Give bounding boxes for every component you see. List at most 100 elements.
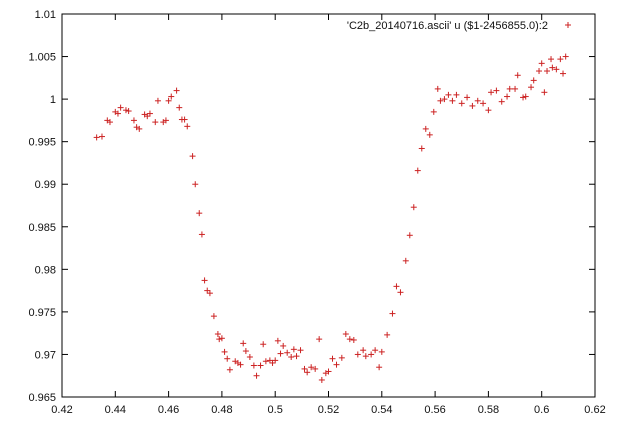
y-tick-label: 0.99 (35, 179, 56, 191)
data-point (272, 357, 279, 364)
data-point (372, 347, 379, 354)
data-point (114, 110, 121, 117)
data-point (488, 89, 495, 96)
x-tick-label: 0.5 (268, 404, 283, 416)
data-point (560, 70, 567, 77)
data-point (304, 369, 311, 376)
data-point (312, 365, 319, 372)
data-point (196, 210, 203, 217)
x-tick-label: 0.6 (534, 404, 549, 416)
data-point (176, 104, 183, 111)
data-point (504, 93, 511, 100)
data-point (280, 342, 287, 349)
data-point (136, 125, 143, 132)
data-point (469, 102, 476, 109)
data-point (214, 331, 221, 338)
data-point (520, 94, 527, 101)
data-point (437, 97, 444, 104)
data-point (397, 289, 404, 296)
data-point (218, 335, 225, 342)
data-point (277, 350, 284, 357)
data-point (98, 133, 105, 140)
x-tick-label: 0.42 (51, 404, 72, 416)
data-point (224, 355, 231, 362)
data-point (342, 331, 349, 338)
data-point (512, 85, 519, 92)
data-point (562, 53, 569, 60)
x-tick-label: 0.62 (584, 404, 605, 416)
y-tick-label: 0.975 (28, 307, 56, 319)
data-point (402, 257, 409, 264)
data-point (338, 354, 345, 361)
data-point (522, 93, 529, 100)
data-point (378, 348, 385, 355)
data-point (445, 91, 452, 98)
y-tick-label: 0.98 (35, 264, 56, 276)
data-point (173, 87, 180, 94)
data-point (538, 60, 545, 67)
data-point (389, 310, 396, 317)
data-point (393, 283, 400, 290)
data-point (376, 364, 383, 371)
data-point (434, 85, 441, 92)
data-point (152, 119, 159, 126)
data-point (210, 313, 217, 320)
data-point (325, 368, 332, 375)
data-point (293, 353, 300, 360)
data-point (93, 134, 100, 141)
y-tick-label: 1 (50, 94, 56, 106)
data-point (536, 68, 543, 75)
y-tick-label: 0.995 (28, 137, 56, 149)
data-point (204, 287, 211, 294)
data-point (106, 119, 113, 126)
data-point (414, 167, 421, 174)
data-point (226, 366, 233, 373)
data-point (453, 91, 460, 98)
data-point (165, 97, 172, 104)
data-point (168, 93, 175, 100)
data-point (458, 100, 465, 107)
data-point (192, 181, 199, 188)
data-point (266, 357, 273, 364)
data-point (240, 340, 247, 347)
data-point (301, 365, 308, 372)
data-point (362, 353, 369, 360)
data-point (354, 351, 361, 358)
data-point (426, 131, 433, 138)
data-point (493, 87, 500, 94)
data-point (117, 104, 124, 111)
data-point (237, 361, 244, 368)
data-point (329, 355, 336, 362)
data-point (297, 347, 304, 354)
y-tick-label: 0.965 (28, 392, 56, 404)
data-point (274, 337, 281, 344)
x-tick-label: 0.48 (211, 404, 232, 416)
x-tick-label: 0.52 (318, 404, 339, 416)
data-point (441, 96, 448, 103)
data-point (216, 336, 223, 343)
x-tick-label: 0.44 (105, 404, 126, 416)
data-point (553, 66, 560, 73)
data-point (246, 353, 253, 360)
data-point (257, 362, 264, 369)
data-point (549, 64, 556, 71)
data-point (269, 359, 276, 366)
x-tick-label: 0.56 (424, 404, 445, 416)
y-tick-label: 1.005 (28, 52, 56, 64)
data-point (318, 376, 325, 383)
data-point (253, 372, 260, 379)
data-point (221, 348, 228, 355)
data-point (528, 84, 535, 91)
legend-label: 'C2b_20140716.ascii' u ($1-2456855.0):2 (347, 20, 548, 32)
legend-marker (565, 22, 571, 28)
data-point (290, 346, 297, 353)
data-point (557, 56, 564, 63)
data-point (206, 290, 213, 297)
data-point (548, 56, 555, 63)
x-tick-label: 0.46 (158, 404, 179, 416)
data-points (93, 53, 569, 383)
x-tick-label: 0.54 (371, 404, 392, 416)
data-point (162, 117, 169, 124)
y-tick-label: 0.985 (28, 222, 56, 234)
data-point (474, 97, 481, 104)
